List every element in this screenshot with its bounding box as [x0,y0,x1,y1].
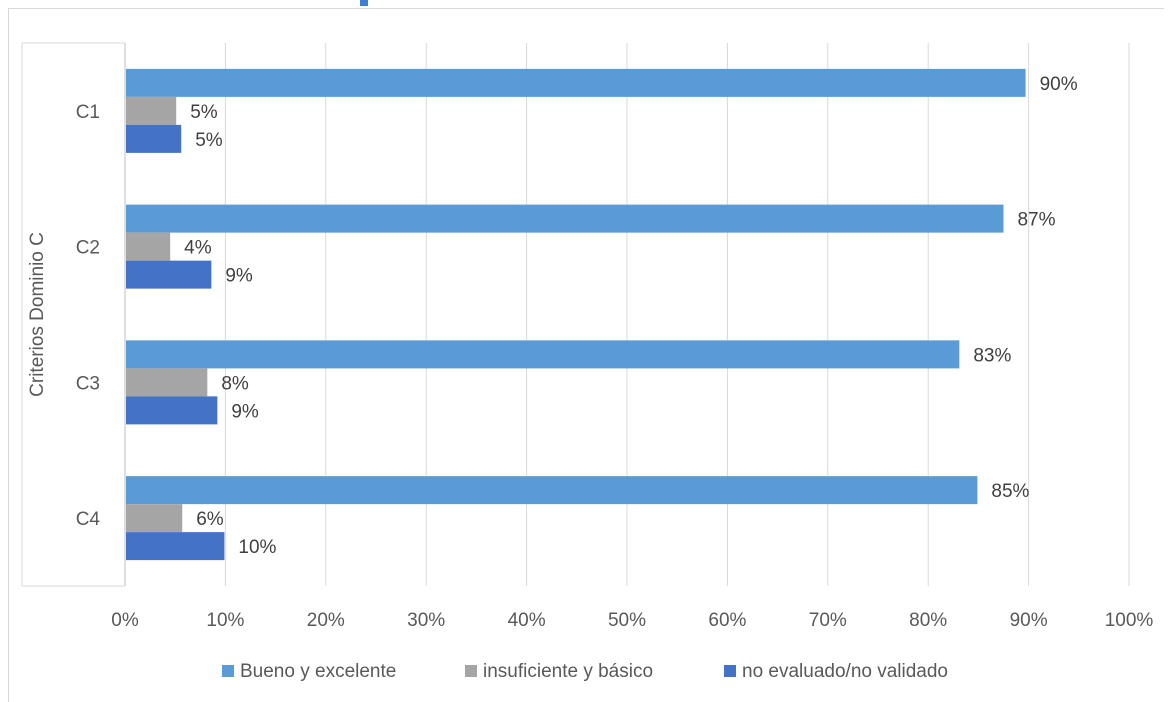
x-tick-label: 20% [307,610,345,631]
legend-label: insuficiente y básico [483,661,653,682]
bar [126,504,183,533]
legend-swatch [222,665,234,677]
x-tick-label: 40% [508,610,546,631]
x-tick-label: 70% [809,610,847,631]
bar [126,68,1026,97]
bar [126,476,978,505]
bar [126,260,212,289]
data-label: 87% [1017,210,1055,231]
data-label: 4% [184,238,212,259]
x-tick-label: 50% [608,610,646,631]
x-tick-label: 60% [708,610,746,631]
bar [126,96,177,125]
bar [126,204,1004,233]
data-label: 85% [991,481,1029,502]
legend-swatch [724,665,736,677]
data-label: 9% [231,401,259,422]
category-label: C4 [76,509,101,530]
title-fragment [360,0,368,6]
bar [126,124,182,153]
x-tick-label: 10% [206,610,244,631]
data-label: 9% [225,266,253,287]
bar [126,340,960,369]
data-label: 90% [1040,74,1078,95]
x-tick-label: 80% [909,610,947,631]
category-label: C3 [76,373,100,394]
data-label: 8% [221,373,249,394]
legend-swatch [465,665,477,677]
chart-frame [8,8,1164,702]
x-tick-label: 100% [1105,610,1154,631]
x-tick-label: 90% [1010,610,1048,631]
data-label: 5% [195,130,223,151]
bar [126,532,225,561]
bar [126,368,208,397]
legend-label: no evaluado/no validado [742,661,948,682]
data-label: 6% [196,509,224,530]
data-label: 10% [238,537,276,558]
legend-label: Bueno y excelente [240,661,396,682]
x-tick-label: 30% [407,610,445,631]
bar [126,396,218,425]
y-axis-title: Criterios Dominio C [27,232,48,397]
data-label: 83% [973,345,1011,366]
category-label: C1 [76,102,100,123]
category-label: C2 [76,238,100,259]
bar [126,232,171,261]
data-label: 5% [190,102,218,123]
x-tick-label: 0% [111,610,139,631]
